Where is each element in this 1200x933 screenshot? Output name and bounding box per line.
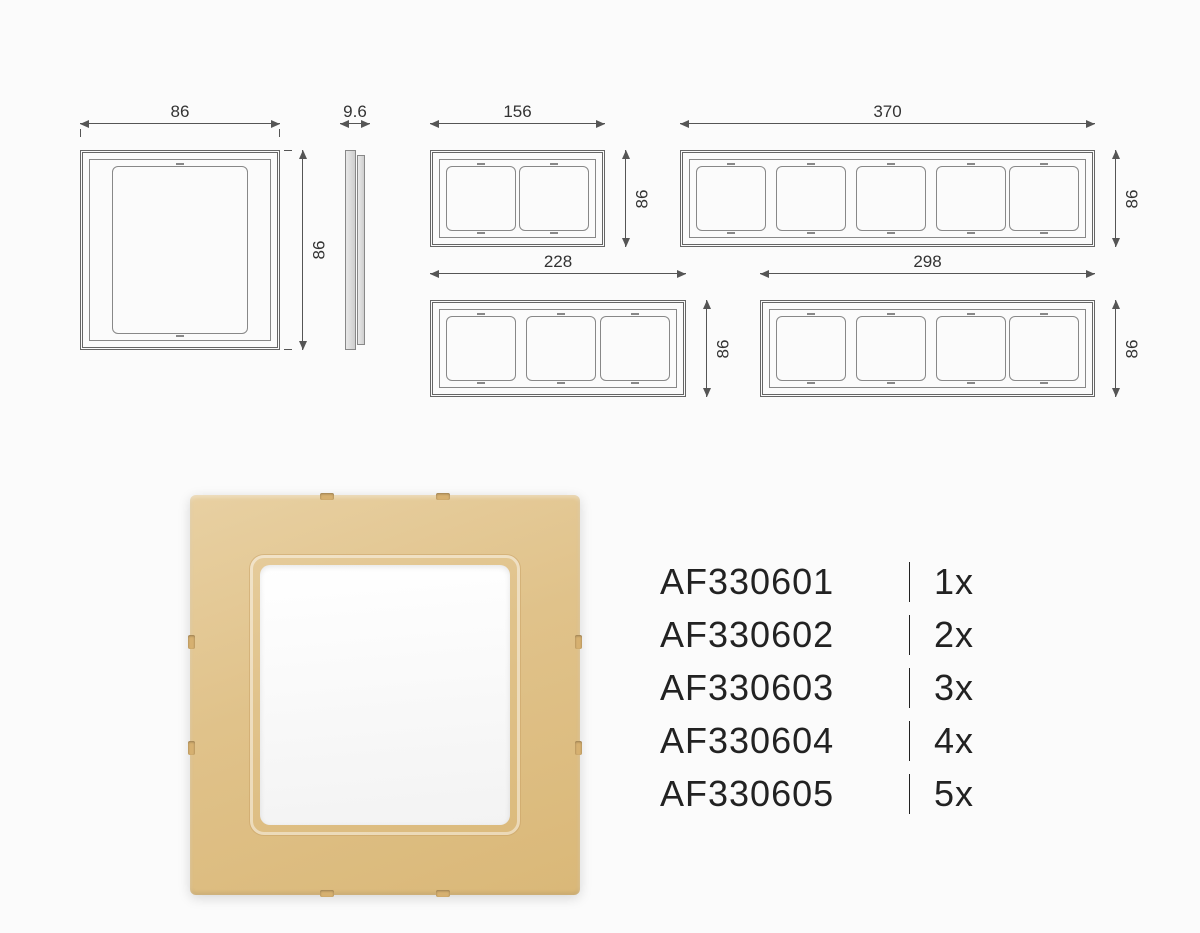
dim-depth: 9.6 bbox=[340, 123, 370, 124]
dim-gang3-height-value: 86 bbox=[714, 339, 734, 358]
sku-row: AF330604 4x bbox=[660, 714, 994, 767]
dim-gang5-width: 370 bbox=[680, 123, 1095, 124]
dim-single-height-value: 86 bbox=[310, 241, 330, 260]
sku-row: AF330605 5x bbox=[660, 767, 994, 820]
sku-code: AF330605 bbox=[660, 773, 885, 815]
dim-gang2-height-value: 86 bbox=[633, 189, 653, 208]
sku-multiplier: 4x bbox=[934, 720, 994, 762]
dim-gang2-width-value: 156 bbox=[430, 102, 605, 122]
sku-row: AF330601 1x bbox=[660, 555, 994, 608]
dim-gang5-height: 86 bbox=[1115, 150, 1116, 247]
sku-multiplier: 2x bbox=[934, 614, 994, 656]
sku-divider bbox=[909, 774, 910, 814]
sku-code: AF330601 bbox=[660, 561, 885, 603]
sku-divider bbox=[909, 615, 910, 655]
frame-side-profile bbox=[345, 150, 356, 350]
product-render bbox=[190, 495, 580, 895]
sku-multiplier: 3x bbox=[934, 667, 994, 709]
frame-gang5 bbox=[680, 150, 1095, 247]
dim-single-width: 86 bbox=[80, 123, 280, 124]
product-info-area: AF330601 1x AF330602 2x AF330603 3x AF33… bbox=[0, 480, 1200, 920]
dim-gang5-height-value: 86 bbox=[1123, 189, 1143, 208]
dim-gang3-width-value: 228 bbox=[430, 252, 686, 272]
dim-gang4-width: 298 bbox=[760, 273, 1095, 274]
dim-gang2-height: 86 bbox=[625, 150, 626, 247]
dim-gang4-height: 86 bbox=[1115, 300, 1116, 397]
sku-code: AF330603 bbox=[660, 667, 885, 709]
sku-divider bbox=[909, 562, 910, 602]
sku-row: AF330603 3x bbox=[660, 661, 994, 714]
sku-divider bbox=[909, 721, 910, 761]
dim-gang3-width: 228 bbox=[430, 273, 686, 274]
dim-single-width-value: 86 bbox=[80, 102, 280, 122]
technical-drawing-area: 86 86 9.6 156 86 370 bbox=[0, 105, 1200, 405]
frame-gang2 bbox=[430, 150, 605, 247]
sku-divider bbox=[909, 668, 910, 708]
dim-gang4-width-value: 298 bbox=[760, 252, 1095, 272]
sku-code: AF330602 bbox=[660, 614, 885, 656]
dim-gang5-width-value: 370 bbox=[680, 102, 1095, 122]
dim-gang4-height-value: 86 bbox=[1123, 339, 1143, 358]
frame-single bbox=[80, 150, 280, 350]
sku-code: AF330604 bbox=[660, 720, 885, 762]
sku-multiplier: 5x bbox=[934, 773, 994, 815]
sku-row: AF330602 2x bbox=[660, 608, 994, 661]
dim-depth-value: 9.6 bbox=[340, 102, 370, 122]
sku-table: AF330601 1x AF330602 2x AF330603 3x AF33… bbox=[660, 555, 994, 820]
frame-gang4 bbox=[760, 300, 1095, 397]
dim-gang2-width: 156 bbox=[430, 123, 605, 124]
dim-single-height: 86 bbox=[302, 150, 303, 350]
frame-gang3 bbox=[430, 300, 686, 397]
dim-gang3-height: 86 bbox=[706, 300, 707, 397]
sku-multiplier: 1x bbox=[934, 561, 994, 603]
